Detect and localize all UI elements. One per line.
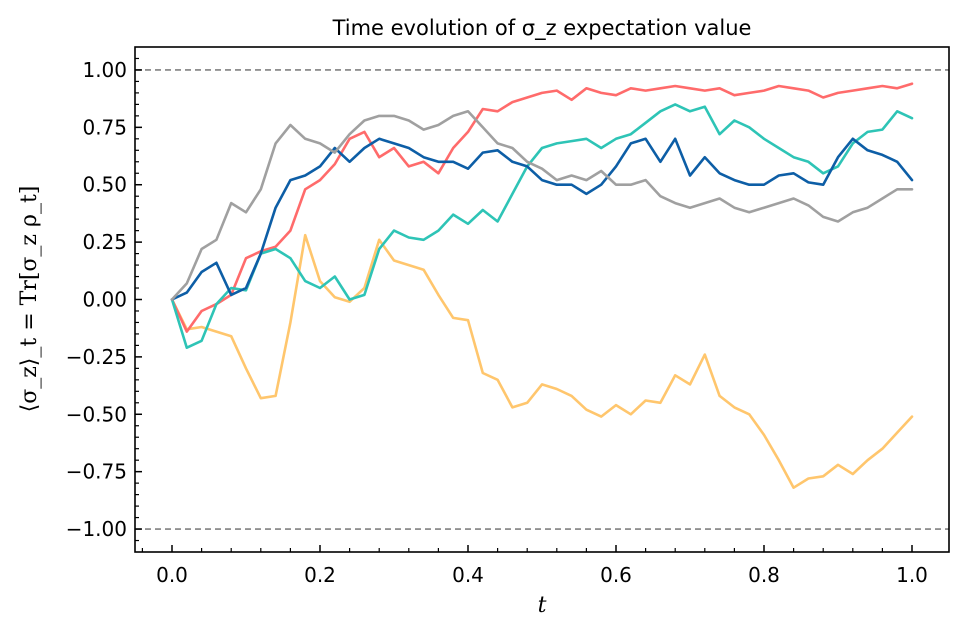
y-axis-label: ⟨σ_z⟩_t = Tr[σ_z ρ_t] [17, 186, 42, 413]
y-tick-label: 0.75 [82, 115, 127, 139]
y-tick-label: −0.50 [66, 402, 127, 426]
x-tick-label: 1.0 [896, 563, 928, 587]
x-axis-label: t [538, 593, 547, 618]
y-tick-label: 0.00 [82, 288, 127, 312]
series-line-1 [170, 82, 914, 333]
y-tick-label: 0.25 [82, 230, 127, 254]
plot-frame [134, 46, 950, 553]
x-tick-label: 0.0 [156, 563, 188, 587]
x-tick-label: 0.2 [304, 563, 336, 587]
series-line-3 [170, 137, 914, 301]
chart-title: Time evolution of σ_z expectation value [332, 16, 752, 41]
x-tick-label: 0.4 [452, 563, 484, 587]
y-tick-label: −0.25 [66, 345, 127, 369]
x-axis-ticks: 0.0 0.2 0.4 0.6 0.8 1.0 [141, 545, 928, 587]
series-line-2 [170, 103, 914, 349]
series-line-4 [170, 110, 914, 301]
x-tick-label: 0.8 [748, 563, 780, 587]
y-tick-label: −1.00 [66, 517, 127, 541]
series-line-0 [170, 233, 914, 489]
x-tick-label: 0.6 [600, 563, 632, 587]
y-tick-label: 0.50 [82, 173, 127, 197]
series-group [170, 82, 914, 489]
reference-lines [135, 69, 949, 530]
y-tick-label: 1.00 [82, 58, 127, 82]
y-tick-label: −0.75 [66, 460, 127, 484]
y-axis-ticks: 1.00 0.75 0.50 0.25 0.00 −0.25 −0.50 −0.75 −1.00 [66, 57, 142, 542]
